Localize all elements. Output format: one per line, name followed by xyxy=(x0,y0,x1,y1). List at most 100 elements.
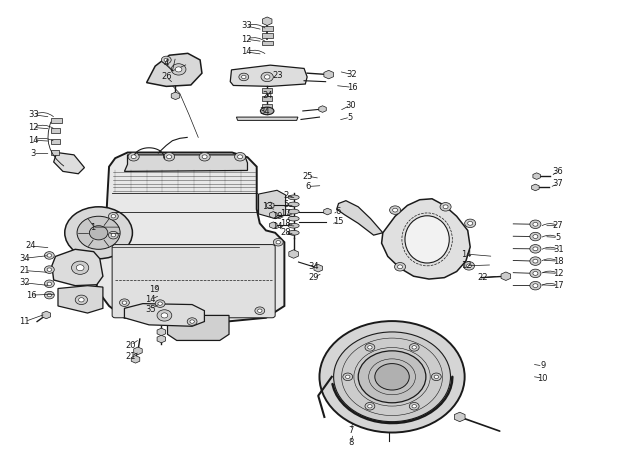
Circle shape xyxy=(47,294,51,297)
Circle shape xyxy=(530,220,541,228)
Circle shape xyxy=(176,67,182,72)
Circle shape xyxy=(443,205,448,209)
Ellipse shape xyxy=(288,209,299,214)
Circle shape xyxy=(389,206,400,214)
Circle shape xyxy=(171,64,186,75)
Circle shape xyxy=(44,252,54,259)
Circle shape xyxy=(111,233,116,237)
Text: 31: 31 xyxy=(553,245,564,254)
Text: 8: 8 xyxy=(348,438,353,447)
Circle shape xyxy=(44,266,54,274)
Text: 15: 15 xyxy=(333,217,344,226)
Polygon shape xyxy=(289,250,298,258)
Circle shape xyxy=(111,215,116,218)
Circle shape xyxy=(167,155,172,159)
Circle shape xyxy=(164,58,169,62)
Polygon shape xyxy=(269,222,277,228)
Bar xyxy=(262,88,272,93)
Polygon shape xyxy=(157,335,166,343)
Text: 20: 20 xyxy=(125,341,136,350)
Circle shape xyxy=(258,309,262,313)
Circle shape xyxy=(276,240,281,244)
Circle shape xyxy=(464,262,475,270)
Text: 23: 23 xyxy=(273,72,283,80)
Circle shape xyxy=(533,284,538,287)
Circle shape xyxy=(239,73,248,81)
Text: 37: 37 xyxy=(552,179,564,188)
Polygon shape xyxy=(97,152,284,325)
Polygon shape xyxy=(454,412,465,422)
Text: 12: 12 xyxy=(241,35,252,44)
Circle shape xyxy=(530,232,541,241)
Text: 9: 9 xyxy=(540,361,546,371)
Circle shape xyxy=(77,216,120,249)
Text: 19: 19 xyxy=(149,285,159,294)
Text: 2: 2 xyxy=(283,190,288,200)
Bar xyxy=(262,104,272,109)
Circle shape xyxy=(202,155,207,159)
Text: 36: 36 xyxy=(552,167,564,176)
Polygon shape xyxy=(263,17,272,26)
Polygon shape xyxy=(124,155,247,171)
Circle shape xyxy=(397,265,402,269)
Bar xyxy=(51,118,62,123)
Circle shape xyxy=(90,226,108,240)
Circle shape xyxy=(119,299,129,306)
Circle shape xyxy=(345,375,350,379)
Text: 24: 24 xyxy=(262,91,273,100)
Text: 10: 10 xyxy=(538,374,548,383)
Text: 27: 27 xyxy=(553,221,564,230)
Text: 14: 14 xyxy=(28,136,39,145)
Text: 28: 28 xyxy=(281,228,291,238)
Polygon shape xyxy=(157,328,166,336)
Polygon shape xyxy=(531,184,539,191)
Circle shape xyxy=(265,75,270,79)
Circle shape xyxy=(242,75,246,79)
Circle shape xyxy=(47,268,51,271)
Circle shape xyxy=(190,320,194,323)
Polygon shape xyxy=(258,190,286,219)
Text: 16: 16 xyxy=(25,291,36,300)
Text: 11: 11 xyxy=(20,317,30,326)
Polygon shape xyxy=(52,249,103,285)
Circle shape xyxy=(365,402,375,410)
Text: 34: 34 xyxy=(19,254,30,263)
Circle shape xyxy=(434,375,439,379)
Circle shape xyxy=(409,402,419,410)
Text: 6: 6 xyxy=(336,207,341,216)
Polygon shape xyxy=(171,92,180,100)
Text: 33: 33 xyxy=(28,110,39,119)
Text: 25: 25 xyxy=(303,171,313,180)
Text: 18: 18 xyxy=(553,256,564,266)
Bar xyxy=(261,40,273,45)
Text: 35: 35 xyxy=(145,305,156,314)
Text: 12: 12 xyxy=(460,261,471,270)
Text: 33: 33 xyxy=(241,21,252,30)
Circle shape xyxy=(158,302,163,305)
Bar xyxy=(51,150,59,155)
Text: 4: 4 xyxy=(164,59,169,68)
Text: 14: 14 xyxy=(241,48,252,57)
Ellipse shape xyxy=(260,107,274,115)
Text: 12: 12 xyxy=(28,123,39,132)
Text: 1: 1 xyxy=(90,223,95,232)
Polygon shape xyxy=(146,53,202,86)
Bar xyxy=(51,128,61,133)
Circle shape xyxy=(65,207,132,259)
Circle shape xyxy=(108,212,118,220)
Text: 32: 32 xyxy=(19,278,30,287)
Text: 12: 12 xyxy=(553,269,564,278)
Text: 5: 5 xyxy=(283,200,288,209)
Polygon shape xyxy=(124,304,205,326)
Text: 14: 14 xyxy=(460,249,471,258)
Circle shape xyxy=(108,231,118,239)
Ellipse shape xyxy=(288,202,299,207)
Circle shape xyxy=(365,343,375,351)
Text: 17: 17 xyxy=(553,281,564,290)
Circle shape xyxy=(409,343,419,351)
Circle shape xyxy=(530,257,541,266)
Circle shape xyxy=(131,155,136,159)
Circle shape xyxy=(343,373,353,380)
Text: 18: 18 xyxy=(281,219,291,228)
Polygon shape xyxy=(237,117,298,120)
